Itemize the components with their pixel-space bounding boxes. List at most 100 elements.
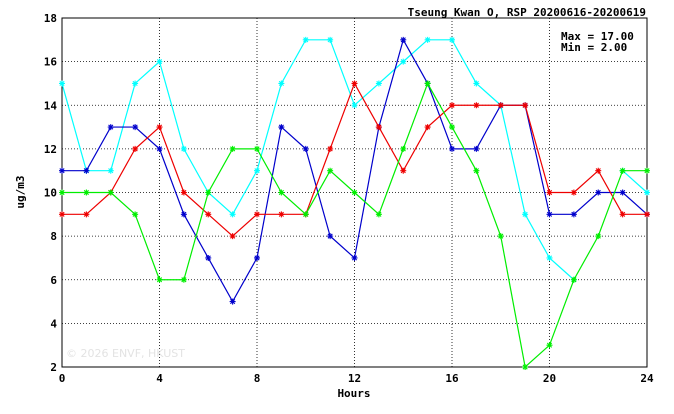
data-point <box>619 189 626 196</box>
data-point <box>351 80 358 87</box>
data-point <box>424 124 431 131</box>
data-point <box>59 80 65 87</box>
data-point <box>83 211 90 218</box>
x-tick-label: 24 <box>640 372 654 385</box>
y-axis-label: ug/m3 <box>14 175 27 208</box>
data-point <box>278 211 285 218</box>
data-point <box>546 189 553 196</box>
data-point <box>449 145 455 152</box>
data-point <box>351 254 358 261</box>
data-point <box>619 211 626 218</box>
data-point <box>83 189 90 196</box>
data-point <box>473 102 480 109</box>
data-point <box>180 211 187 218</box>
y-tick-label: 12 <box>44 143 57 156</box>
data-point <box>375 80 382 87</box>
data-point <box>278 80 285 87</box>
data-point <box>132 211 139 218</box>
data-point <box>229 233 236 240</box>
data-point <box>132 80 139 87</box>
y-tick-label: 8 <box>50 230 57 243</box>
chart-title: Tseung Kwan O, RSP 20200616-20200619 <box>408 6 646 19</box>
data-point <box>205 254 212 261</box>
data-point <box>278 189 285 196</box>
data-point <box>644 189 650 196</box>
data-point <box>302 36 309 43</box>
data-point <box>205 189 212 196</box>
data-point <box>83 167 90 174</box>
x-tick-label: 0 <box>59 372 66 385</box>
data-point <box>327 233 334 240</box>
data-point <box>570 189 577 196</box>
data-point <box>180 276 187 283</box>
data-point <box>254 167 260 174</box>
data-point <box>229 298 236 305</box>
data-point <box>546 211 553 218</box>
data-point <box>400 36 407 43</box>
data-point <box>254 254 260 261</box>
data-point <box>449 36 455 43</box>
data-point <box>570 211 577 218</box>
data-point <box>59 189 65 196</box>
data-point <box>619 167 626 174</box>
data-point <box>229 211 236 218</box>
y-tick-label: 14 <box>44 99 58 112</box>
y-tick-label: 10 <box>44 187 57 200</box>
data-point <box>229 145 236 152</box>
data-point <box>156 58 163 65</box>
data-point <box>107 167 114 174</box>
watermark: © 2026 ENVF, HKUST <box>66 347 185 360</box>
data-point <box>327 36 334 43</box>
x-tick-label: 16 <box>445 372 459 385</box>
series-3 <box>59 80 650 240</box>
data-point <box>570 276 577 283</box>
data-point <box>400 145 407 152</box>
data-point <box>254 211 260 218</box>
data-point <box>180 189 187 196</box>
x-tick-label: 8 <box>254 372 261 385</box>
data-point <box>59 211 65 218</box>
data-point <box>522 102 529 109</box>
series-4 <box>59 80 650 370</box>
x-tick-label: 12 <box>348 372 361 385</box>
data-point <box>473 167 480 174</box>
data-point <box>400 167 407 174</box>
data-point <box>107 189 114 196</box>
data-point <box>375 211 382 218</box>
y-tick-label: 16 <box>44 56 58 69</box>
data-point <box>254 145 260 152</box>
data-point <box>595 167 602 174</box>
data-point <box>449 124 455 131</box>
series-line <box>61 39 648 281</box>
data-point <box>156 124 163 131</box>
data-point <box>132 145 139 152</box>
data-point <box>424 80 431 87</box>
data-point <box>107 124 114 131</box>
data-point <box>522 364 529 370</box>
data-point <box>473 145 480 152</box>
data-point <box>595 189 602 196</box>
data-point <box>546 254 553 261</box>
data-point <box>546 342 553 349</box>
series-group <box>59 36 650 370</box>
data-point <box>644 167 650 174</box>
y-tick-label: 4 <box>50 317 57 330</box>
data-point <box>497 102 504 109</box>
data-point <box>449 102 455 109</box>
data-point <box>180 145 187 152</box>
data-point <box>302 145 309 152</box>
data-point <box>302 211 309 218</box>
data-point <box>424 36 431 43</box>
min-label: Min = 2.00 <box>561 41 627 54</box>
data-point <box>205 211 212 218</box>
data-point <box>522 211 529 218</box>
data-point <box>278 124 285 131</box>
x-tick-label: 4 <box>156 372 163 385</box>
y-tick-label: 2 <box>50 361 57 374</box>
max-label: Max = 17.00 <box>561 30 634 43</box>
y-tick-label: 18 <box>44 12 57 25</box>
data-point <box>473 80 480 87</box>
data-point <box>327 145 334 152</box>
